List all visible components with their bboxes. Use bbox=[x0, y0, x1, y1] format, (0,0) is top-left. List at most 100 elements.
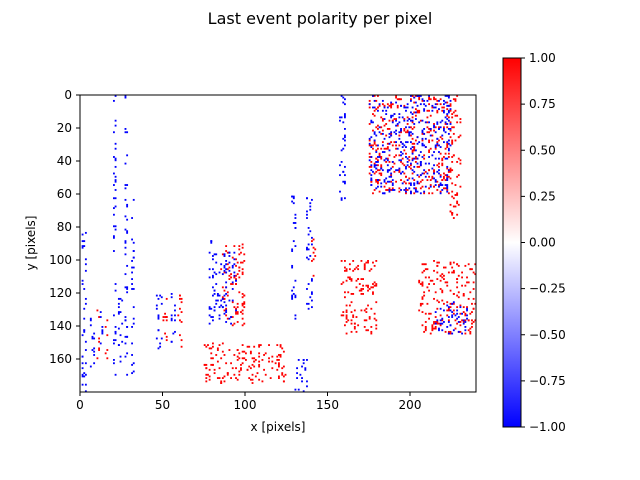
negative-event-pixel bbox=[114, 339, 117, 342]
negative-event-pixel bbox=[81, 373, 84, 376]
positive-event-pixel bbox=[446, 142, 449, 145]
positive-event-pixel bbox=[396, 104, 399, 107]
negative-event-pixel bbox=[117, 327, 120, 330]
positive-event-pixel bbox=[350, 322, 353, 325]
negative-event-pixel bbox=[223, 294, 226, 297]
positive-event-pixel bbox=[472, 281, 475, 284]
negative-event-pixel bbox=[225, 286, 228, 289]
positive-event-pixel bbox=[360, 309, 363, 312]
positive-event-pixel bbox=[248, 365, 251, 368]
positive-event-pixel bbox=[449, 306, 452, 309]
positive-event-pixel bbox=[436, 307, 439, 310]
positive-event-pixel bbox=[459, 121, 462, 124]
positive-event-pixel bbox=[241, 304, 244, 307]
negative-event-pixel bbox=[124, 253, 127, 256]
negative-event-pixel bbox=[170, 317, 173, 320]
positive-event-pixel bbox=[418, 279, 421, 282]
colorbar-tick-label: −0.50 bbox=[529, 328, 566, 342]
positive-event-pixel bbox=[377, 147, 379, 150]
negative-event-pixel bbox=[408, 126, 411, 129]
positive-event-pixel bbox=[383, 124, 386, 127]
negative-event-pixel bbox=[421, 137, 424, 140]
negative-event-pixel bbox=[221, 297, 224, 300]
negative-event-pixel bbox=[449, 99, 452, 102]
negative-event-pixel bbox=[113, 235, 115, 238]
positive-event-pixel bbox=[449, 210, 452, 213]
positive-event-pixel bbox=[179, 307, 181, 310]
positive-event-pixel bbox=[449, 104, 452, 107]
negative-event-pixel bbox=[294, 213, 297, 216]
positive-event-pixel bbox=[377, 180, 379, 183]
negative-event-pixel bbox=[215, 273, 218, 276]
negative-event-pixel bbox=[410, 192, 412, 195]
positive-event-pixel bbox=[225, 314, 228, 317]
positive-event-pixel bbox=[414, 114, 417, 117]
negative-event-pixel bbox=[170, 319, 173, 322]
negative-event-pixel bbox=[373, 165, 376, 168]
positive-event-pixel bbox=[467, 281, 470, 284]
positive-event-pixel bbox=[456, 121, 459, 124]
positive-event-pixel bbox=[452, 98, 455, 101]
positive-event-pixel bbox=[281, 372, 284, 375]
negative-event-pixel bbox=[416, 162, 419, 165]
negative-event-pixel bbox=[81, 362, 84, 365]
negative-event-pixel bbox=[434, 131, 437, 134]
negative-event-pixel bbox=[84, 258, 87, 261]
negative-event-pixel bbox=[208, 306, 211, 309]
positive-event-pixel bbox=[373, 264, 376, 267]
negative-event-pixel bbox=[216, 293, 219, 295]
negative-event-pixel bbox=[228, 269, 231, 272]
positive-event-pixel bbox=[258, 355, 261, 358]
positive-event-pixel bbox=[454, 319, 457, 322]
negative-event-pixel bbox=[434, 103, 437, 106]
positive-event-pixel bbox=[433, 98, 435, 101]
negative-event-pixel bbox=[339, 174, 341, 177]
negative-event-pixel bbox=[307, 307, 310, 310]
positive-event-pixel bbox=[251, 373, 254, 376]
positive-event-pixel bbox=[271, 367, 274, 370]
positive-event-pixel bbox=[462, 306, 465, 309]
positive-event-pixel bbox=[383, 147, 386, 150]
negative-event-pixel bbox=[113, 359, 115, 361]
negative-event-pixel bbox=[413, 182, 416, 185]
positive-event-pixel bbox=[452, 126, 455, 129]
positive-event-pixel bbox=[454, 194, 457, 196]
positive-event-pixel bbox=[429, 129, 432, 132]
positive-event-pixel bbox=[449, 302, 452, 305]
negative-event-pixel bbox=[421, 172, 424, 175]
negative-event-pixel bbox=[301, 380, 303, 383]
negative-event-pixel bbox=[447, 119, 450, 122]
negative-event-pixel bbox=[291, 248, 294, 251]
positive-event-pixel bbox=[411, 151, 414, 153]
positive-event-pixel bbox=[451, 195, 454, 198]
positive-event-pixel bbox=[439, 288, 442, 290]
positive-event-pixel bbox=[441, 291, 444, 294]
negative-event-pixel bbox=[449, 108, 452, 111]
positive-event-pixel bbox=[269, 377, 272, 379]
negative-event-pixel bbox=[113, 342, 115, 345]
negative-event-pixel bbox=[306, 380, 308, 383]
positive-event-pixel bbox=[363, 309, 366, 312]
positive-event-pixel bbox=[383, 185, 386, 188]
negative-event-pixel bbox=[81, 334, 84, 337]
positive-event-pixel bbox=[443, 126, 445, 129]
negative-event-pixel bbox=[446, 304, 449, 307]
positive-event-pixel bbox=[414, 187, 417, 190]
negative-event-pixel bbox=[388, 132, 391, 135]
negative-event-pixel bbox=[375, 151, 378, 153]
positive-event-pixel bbox=[431, 279, 434, 282]
positive-event-pixel bbox=[238, 291, 241, 294]
positive-event-pixel bbox=[221, 377, 224, 379]
negative-event-pixel bbox=[114, 147, 117, 150]
negative-event-pixel bbox=[231, 288, 234, 290]
negative-event-pixel bbox=[393, 131, 396, 134]
positive-event-pixel bbox=[433, 297, 435, 300]
positive-event-pixel bbox=[446, 284, 449, 287]
positive-event-pixel bbox=[360, 289, 363, 292]
negative-event-pixel bbox=[410, 119, 412, 122]
negative-event-pixel bbox=[93, 362, 96, 365]
positive-event-pixel bbox=[385, 123, 388, 125]
negative-event-pixel bbox=[132, 317, 135, 320]
negative-event-pixel bbox=[424, 104, 427, 107]
negative-event-pixel bbox=[81, 245, 84, 247]
